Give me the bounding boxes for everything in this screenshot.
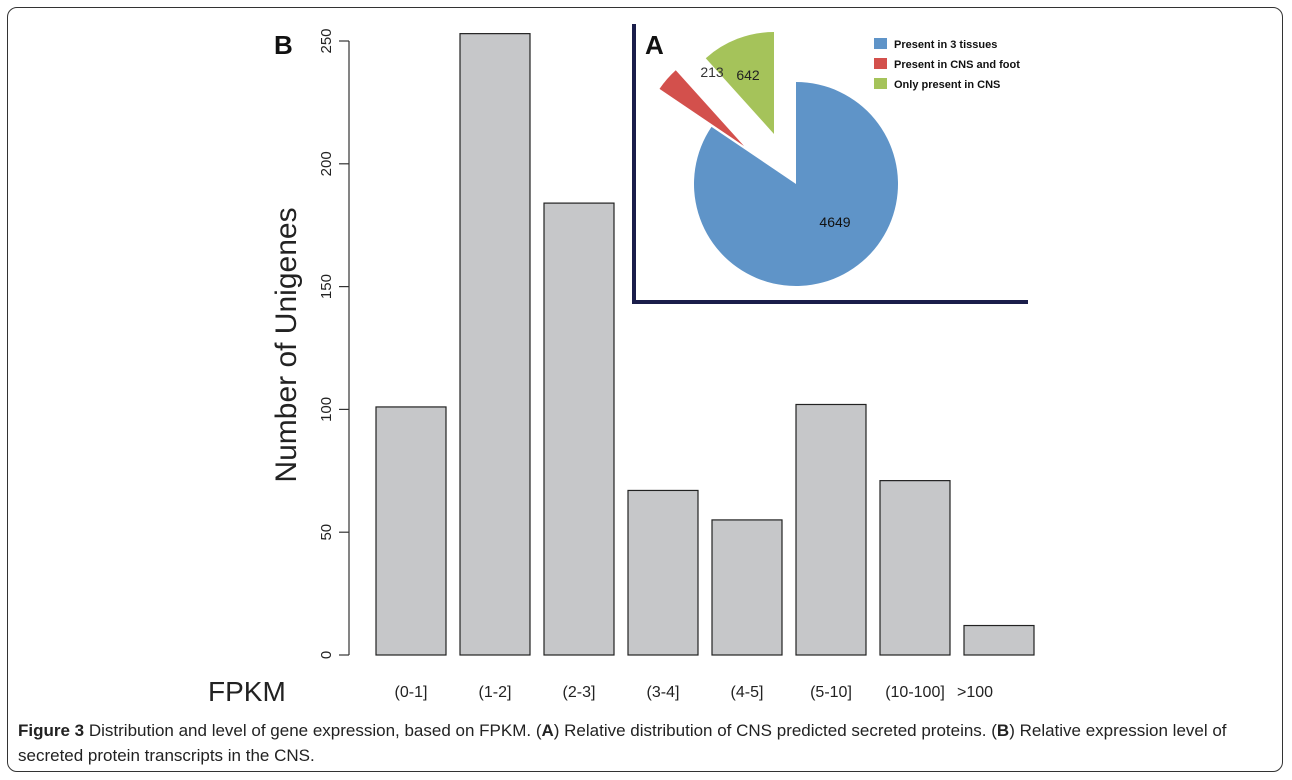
panel-a-label: A <box>645 30 664 60</box>
pie-value-label: 642 <box>736 67 760 83</box>
y-tick-label: 200 <box>318 151 335 176</box>
x-tick-label: (5-10] <box>810 684 852 701</box>
y-tick-label: 0 <box>318 651 335 659</box>
pie-slice <box>705 32 774 134</box>
x-tick-label: (4-5] <box>731 684 764 701</box>
y-axis-label: Number of Unigenes <box>270 207 303 482</box>
legend-swatch <box>874 58 887 69</box>
bar-(2-3] <box>543 202 615 656</box>
legend-label: Present in 3 tissues <box>894 39 997 51</box>
x-tick-label: (3-4] <box>647 684 680 701</box>
pie-value-label: 213 <box>700 64 724 80</box>
x-axis-label: FPKM <box>208 676 286 707</box>
y-axis: 0 50 100 150 200 250 <box>318 28 350 659</box>
caption-text-3: ) Relative expression level of secreted … <box>18 721 1227 765</box>
bar-(0-1] <box>375 406 447 656</box>
bar-(10-100] <box>879 480 951 656</box>
pie-legend: Present in 3 tissues Present in CNS and f… <box>874 38 1020 91</box>
caption-panel-a: A <box>541 721 554 740</box>
bar-(4-5] <box>711 519 783 656</box>
legend-swatch <box>874 78 887 89</box>
x-tick-labels: (0-1] (1-2] (2-3] (3-4] (4-5] (5-10] (10-100] >… <box>395 684 994 701</box>
caption-label: Figure 3 <box>18 721 85 740</box>
panel-b-label: B <box>274 30 293 60</box>
x-tick-label: (10-100] <box>885 684 945 701</box>
x-tick-label: (0-1] <box>395 684 428 701</box>
pie-slice <box>694 82 898 286</box>
y-tick-label: 50 <box>318 524 335 541</box>
legend-label: Present in CNS and foot <box>894 59 1020 71</box>
x-tick-label: (2-3] <box>563 684 596 701</box>
x-tick-label: >100 <box>957 684 993 701</box>
figure-svg: B Number of Unigenes 0 50 100 150 200 250 (0-… <box>208 24 1035 707</box>
caption-panel-b: B <box>996 721 1010 740</box>
caption-text-2: ) Relative distribution of CNS predicted… <box>553 721 997 740</box>
y-tick-label: 150 <box>318 274 335 299</box>
bar-(3-4] <box>627 489 699 656</box>
legend-label: Only present in CNS <box>894 79 1000 91</box>
y-tick-label: 250 <box>318 28 335 53</box>
pie-slice <box>659 70 744 146</box>
bar-series <box>375 33 1035 656</box>
caption-text-1: Distribution and level of gene expressio… <box>84 721 542 740</box>
bar-(5-10] <box>795 403 867 656</box>
pie-value-label: 4649 <box>819 214 850 230</box>
figure-frame <box>7 7 1283 772</box>
bar->100 <box>963 624 1035 656</box>
x-tick-label: (1-2] <box>479 684 512 701</box>
pie-chart: 4649 213 642 <box>659 32 898 286</box>
legend-swatch <box>874 38 887 49</box>
figure-caption: Figure 3 Distribution and level of gene … <box>18 718 1268 768</box>
bar-(1-2] <box>459 33 531 656</box>
y-tick-label: 100 <box>318 397 335 422</box>
